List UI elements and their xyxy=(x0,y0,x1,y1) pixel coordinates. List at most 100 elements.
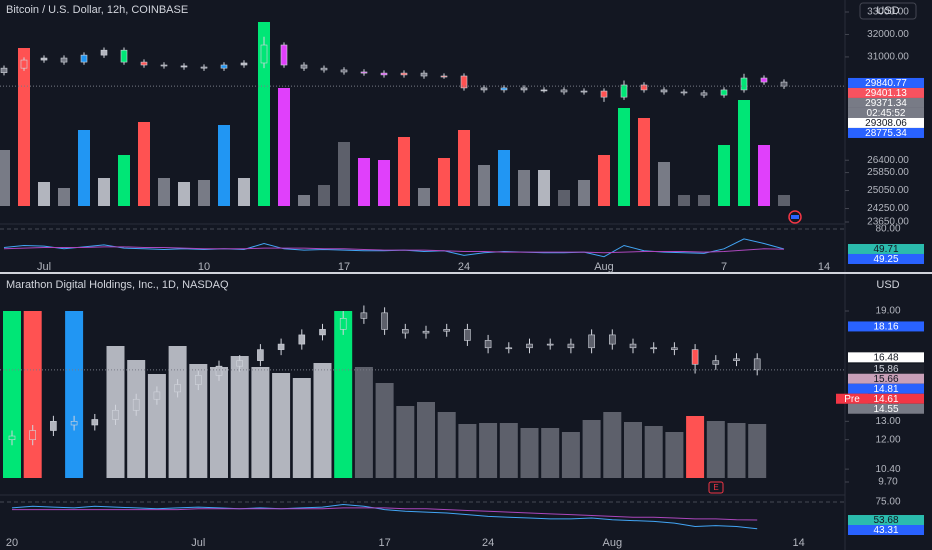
candle-body xyxy=(640,84,648,91)
chart-title: Bitcoin / U.S. Dollar, 12h, COINBASE xyxy=(6,4,188,16)
price-badge-label: 14.81 xyxy=(873,384,898,395)
candle-body xyxy=(60,57,68,63)
candle-body xyxy=(277,343,285,350)
volume-bar xyxy=(578,180,590,206)
price-badge xyxy=(848,253,924,264)
candle-body xyxy=(600,90,608,98)
volume-bar xyxy=(238,178,250,206)
candle-body xyxy=(195,375,202,385)
y-tick-label: 12.00 xyxy=(875,434,900,445)
volume-bar xyxy=(558,190,570,206)
candle-body xyxy=(580,90,588,93)
y-tick-label: 19.00 xyxy=(875,306,900,317)
volume-bar xyxy=(478,165,490,206)
candle-body xyxy=(112,409,119,420)
price-badge-label: 29401.13 xyxy=(865,88,907,99)
x-tick-label: 10 xyxy=(198,261,210,273)
price-badge-label: 53.68 xyxy=(873,515,898,526)
pre-market-tag-label: Pre xyxy=(844,394,860,405)
volume-bar xyxy=(168,346,187,478)
volume-bar xyxy=(541,428,560,478)
volume-bar xyxy=(354,367,373,478)
y-tick-label: 31000.00 xyxy=(867,52,909,63)
volume-bar xyxy=(778,195,790,206)
candle-body xyxy=(236,360,243,367)
price-badge-label: 14.61 xyxy=(873,394,898,405)
price-badge xyxy=(848,373,924,384)
rsi-line xyxy=(3,246,785,254)
volume-bar xyxy=(272,373,291,478)
candle-body xyxy=(29,430,37,441)
currency-button[interactable] xyxy=(859,2,917,20)
volume-bar xyxy=(458,130,470,206)
volume-bar xyxy=(603,412,622,478)
volume-bar xyxy=(624,422,642,478)
volume-bar xyxy=(258,22,270,206)
currency-label[interactable]: USD xyxy=(876,5,899,17)
candle-body xyxy=(720,89,728,96)
price-badge xyxy=(848,321,924,332)
candle-body xyxy=(500,87,508,91)
price-badge xyxy=(848,127,924,138)
candle-body xyxy=(484,340,492,349)
y-tick-label: 24250.00 xyxy=(867,203,909,214)
candle-body xyxy=(671,347,678,350)
volume-bar xyxy=(718,145,730,206)
candle-body xyxy=(200,66,208,69)
volume-bar xyxy=(298,195,310,206)
candle-body xyxy=(560,89,568,93)
price-badge-label: 49.25 xyxy=(873,254,898,265)
candle-body xyxy=(220,64,228,69)
candle-body xyxy=(712,360,720,365)
candle-body xyxy=(91,419,99,426)
candle-body xyxy=(300,64,308,69)
earnings-marker-label: E xyxy=(713,483,718,492)
volume-bar xyxy=(318,185,330,206)
price-badge xyxy=(848,107,924,118)
volume-bar xyxy=(278,88,290,206)
x-tick-label: Jul xyxy=(191,537,205,549)
candle-body xyxy=(660,89,668,93)
price-badge xyxy=(848,117,924,128)
volume-bar xyxy=(561,432,580,478)
volume-bar xyxy=(23,311,42,478)
candle-body xyxy=(240,62,248,66)
volume-bar xyxy=(65,311,84,478)
y-tick-label: 32000.00 xyxy=(867,29,909,40)
volume-bar xyxy=(518,170,530,206)
chart-title: Marathon Digital Holdings, Inc., 1D, NAS… xyxy=(6,279,229,291)
volume-bar xyxy=(479,423,498,478)
volume-bar xyxy=(538,170,550,206)
volume-bar xyxy=(686,416,705,478)
price-badge-label: 15.66 xyxy=(873,374,898,385)
candle-body xyxy=(50,421,57,431)
candle-body xyxy=(733,358,740,361)
candle-body xyxy=(691,349,699,365)
candle-body xyxy=(464,329,471,341)
candle-body xyxy=(257,349,264,361)
candle-body xyxy=(339,318,347,330)
volume-bar xyxy=(358,158,370,206)
candle-body xyxy=(80,54,88,63)
volume-bar xyxy=(18,48,30,206)
volume-bar xyxy=(127,360,146,478)
candle-body xyxy=(740,77,748,91)
price-badge-label: 29308.06 xyxy=(865,118,907,129)
volume-bar xyxy=(218,125,230,206)
volume-bar xyxy=(147,374,166,478)
currency-label[interactable]: USD xyxy=(876,279,899,291)
volume-bar xyxy=(678,195,690,206)
volume-bar xyxy=(338,142,350,206)
volume-bar xyxy=(38,182,50,206)
candle-body xyxy=(400,72,408,76)
x-tick-label: Aug xyxy=(594,261,614,273)
x-tick-label: 14 xyxy=(818,261,830,273)
volume-bar xyxy=(189,364,208,478)
volume-bar xyxy=(738,100,750,206)
price-badge xyxy=(848,525,924,536)
price-badge-label: 29371.34 xyxy=(865,98,907,109)
x-tick-label: 24 xyxy=(482,537,494,549)
x-tick-label: Jul xyxy=(37,261,51,273)
candle-body xyxy=(546,343,554,346)
volume-bar xyxy=(458,424,477,478)
